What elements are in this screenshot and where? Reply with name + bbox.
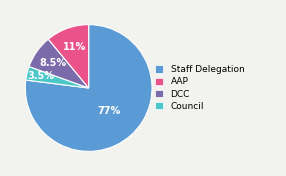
Text: 8.5%: 8.5% [40,58,67,68]
Wedge shape [26,67,89,88]
Wedge shape [29,39,89,88]
Text: 77%: 77% [97,106,120,116]
Legend: Staff Delegation, AAP, DCC, Council: Staff Delegation, AAP, DCC, Council [153,64,246,112]
Text: 11%: 11% [62,42,86,52]
Wedge shape [48,25,89,88]
Text: 3.5%: 3.5% [27,71,54,81]
Wedge shape [25,25,152,151]
